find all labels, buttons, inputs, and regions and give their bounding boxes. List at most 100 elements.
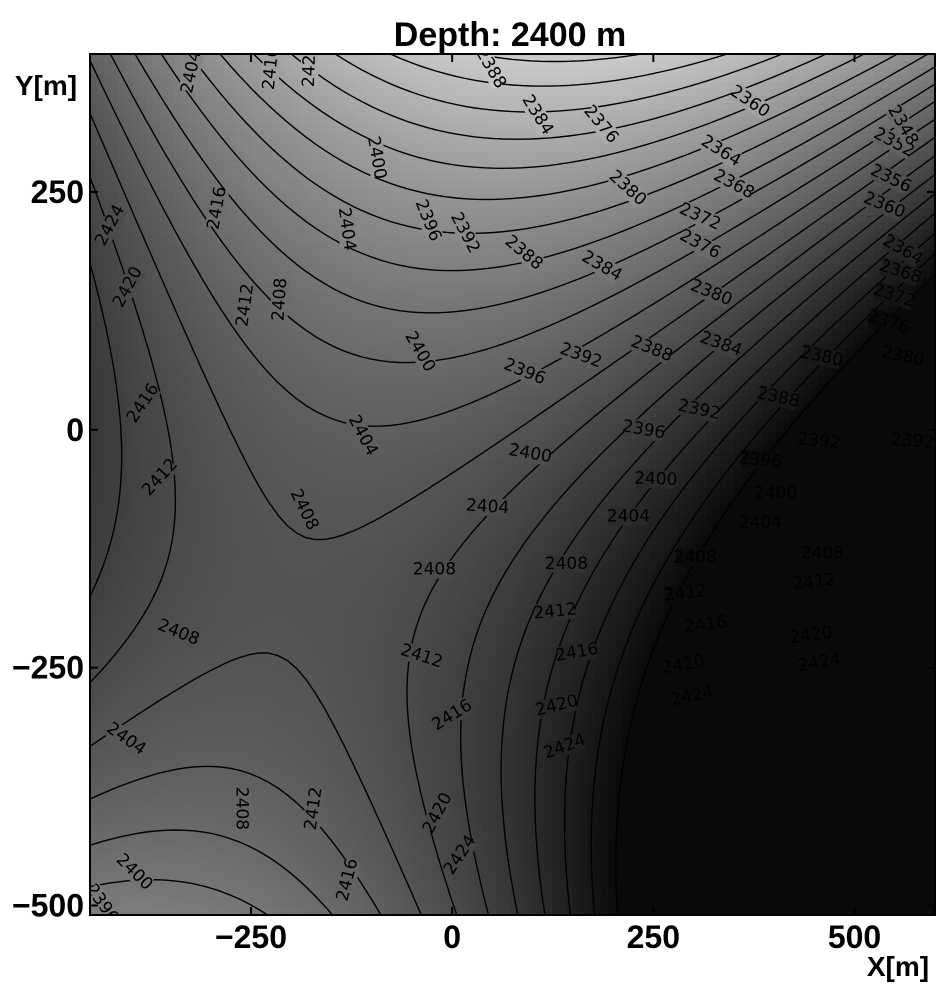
contour-label-bg [756,484,795,503]
contour-label-bg [757,384,799,411]
contour-label-bg [671,683,713,709]
contour-label: 2408 [674,547,717,567]
contour-label-bg [556,640,598,665]
contour-label: 2408 [545,554,588,574]
contour-label-bg [636,469,676,489]
contour-label-bg [420,792,455,835]
contour-label-bg [400,641,443,671]
contour-label-bg [740,449,781,472]
contour-label: 2408 [268,277,291,322]
contour-label-bg [794,571,835,593]
contour-line-2428 [563,232,935,915]
contour-label-bg [473,54,509,90]
contour-label-bg [881,232,924,268]
contour-label-bg [519,94,556,136]
contour-label: 2416 [259,46,283,91]
contour-label: 2412 [663,581,708,605]
contour-label-bg [503,233,545,272]
y-axis-label: Y[m] [15,70,77,101]
contour-label-bg [882,343,924,370]
contour-label-bg [415,560,454,579]
contour-label: 2420 [299,43,320,87]
contour-label-bg [609,507,648,526]
contour-label-bg [503,356,546,388]
y-tick-label: −500 [12,887,84,923]
chart-title: Depth: 2400 m [394,16,626,54]
contour-label-bg [892,430,933,452]
colormap-fill [90,54,935,915]
contour-label-bg [801,343,842,370]
contour-label-bg [690,277,733,309]
plot-frame [89,53,936,916]
contour-label-bg [700,329,742,360]
contour-label-bg [700,133,742,169]
contour-label: 2412 [533,599,578,623]
y-axis-ticks: −500 −250 0 250 [12,174,935,923]
x-tick-label: 0 [443,919,461,955]
contour-label-bg [685,613,726,637]
x-tick-label: 250 [627,919,680,955]
contour-label-bg [90,882,121,915]
contour-label-bg [741,514,780,533]
contour-label-bg [157,616,200,648]
contour-label-bg [630,333,673,365]
contour-label: 2408 [231,787,251,830]
contour-label-bg [287,488,321,531]
contour-label-bg [712,167,755,202]
x-tick-label: 500 [828,919,881,955]
contour-label: 2404 [465,495,510,518]
contour-label: 2404 [739,513,782,533]
contour-label-bg [105,720,147,758]
contour-label-bg [803,544,842,563]
contour-label-bg [269,279,291,320]
contour-label-bg [509,441,551,466]
contour-label: 2392 [890,430,935,453]
contour-label-bg [125,382,162,424]
contour-label-bg [345,414,380,457]
contour-label-bg [442,834,479,876]
contour-label-bg [676,548,715,567]
contour-label-bg [543,731,586,762]
contour-label-bg [233,285,257,326]
contour-label-bg [93,204,127,247]
contour-label-bg [114,852,155,892]
contour-label-bg [867,307,910,337]
contour-label-bg [547,554,586,573]
contour-label-bg [869,162,912,196]
contour-label: 2408 [413,560,456,580]
contour-label-bg [679,227,722,262]
contour-label-bg [110,266,145,309]
contour-label-bg [232,789,251,828]
contour-label-bg [885,104,921,147]
contour-label-bg [335,208,359,250]
contour-line-2408 [90,113,935,915]
contour-label-bg [872,125,915,160]
contour-label: 2400 [634,469,678,490]
contour-label-bg [873,281,915,311]
contour-label-bg [204,187,230,229]
contour-label-bg [448,211,482,254]
contour-label-bg [607,168,648,208]
x-tick-label: −250 [215,919,287,955]
contour-label-bg [678,200,722,233]
contour-line-2372 [334,54,783,113]
contour-line-2404 [90,60,935,915]
contour-label-bg [535,600,575,623]
contour-label-bg [665,582,706,605]
contour-label: 2408 [801,543,844,563]
contour-label: 2412 [792,570,837,594]
contour-label-bg [334,859,361,901]
contour-label-bg [662,652,704,677]
contour-label-bg [863,189,906,221]
contour-label: 2396 [738,448,783,472]
contour-label-bg [260,54,283,89]
contour-label-bg [140,457,180,498]
y-tick-label: 0 [66,412,84,448]
contour-label-bg [178,54,205,93]
contour-label: 2404 [607,506,650,526]
contour-label-bg [798,650,840,676]
contour-label-bg [412,199,444,242]
contour-label-bg [580,248,623,284]
contour-label-bg [300,54,320,85]
